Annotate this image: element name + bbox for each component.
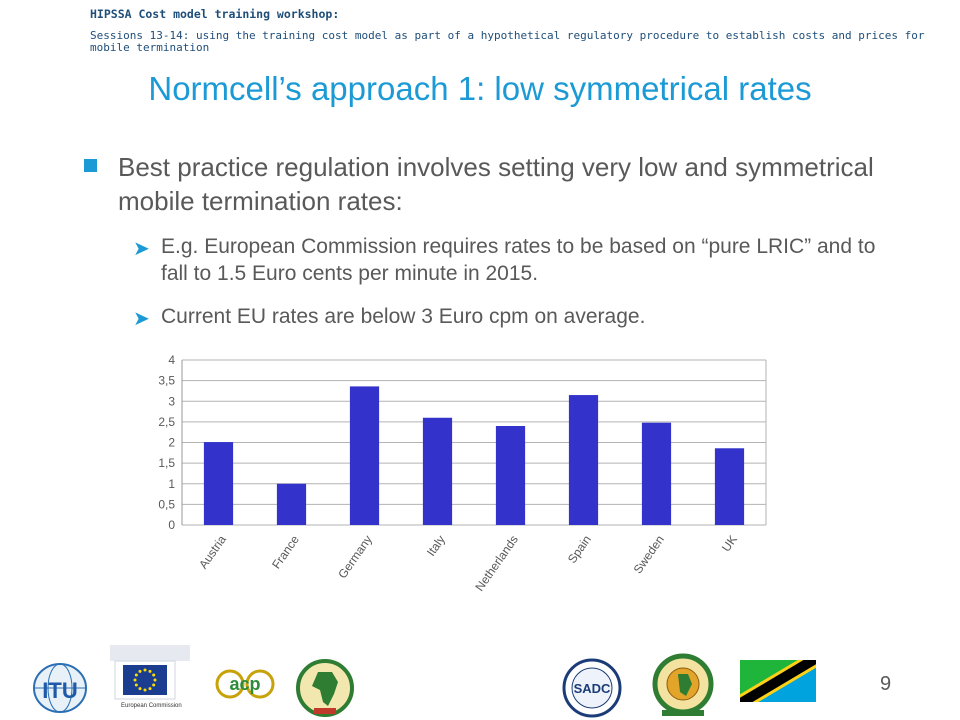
y-axis-ticks: 0 0,5 1 1,5 2 2,5 3 3,5 4	[158, 353, 183, 532]
chart-bars	[203, 386, 745, 525]
y-tick-label: 0	[168, 518, 175, 532]
y-tick-label: 3,5	[158, 374, 175, 388]
x-tick-label: Sweden	[631, 533, 667, 577]
eu-star	[133, 678, 137, 682]
eu-star	[148, 669, 152, 673]
itu-logo-text: ITU	[42, 678, 77, 703]
y-tick-label: 2	[168, 436, 175, 450]
itu-logo: ITU	[33, 663, 87, 713]
y-tick-label: 1	[168, 477, 175, 491]
x-tick-label: Austria	[196, 532, 229, 571]
y-tick-label: 4	[168, 353, 175, 367]
x-tick-label: Netherlands	[472, 533, 521, 594]
eu-star	[143, 688, 147, 692]
chart-gridlines	[182, 359, 767, 526]
bar-france	[276, 483, 307, 525]
eu-star	[152, 683, 156, 687]
bullet-sub-2-text: Current EU rates are below 3 Euro cpm on…	[161, 305, 646, 328]
bullet-sub-1-text: E.g. European Commission requires rates …	[161, 235, 876, 285]
european-commission-logo: European Commission	[110, 645, 190, 709]
eu-stars-icon	[133, 668, 157, 692]
bar-chart: 0 0,5 1 1,5 2 2,5 3 3,5 4 Austria France Germany It…	[158, 353, 767, 594]
sadc-logo-text: SADC	[574, 681, 611, 696]
header: HIPSSA Cost model training workshop: Ses…	[90, 7, 930, 54]
x-axis-labels: Austria France Germany Italy Netherlands Spai…	[196, 532, 740, 593]
east-african-community-logo	[652, 653, 714, 716]
header-title: HIPSSA Cost model training workshop:	[90, 7, 340, 21]
bar-sweden	[641, 422, 672, 525]
african-union-logo	[296, 659, 354, 717]
tanzania-flag	[740, 660, 816, 702]
eu-star	[134, 683, 138, 687]
arrow-bullet-icon: ➤	[133, 308, 150, 330]
x-tick-label: Germany	[335, 533, 375, 581]
bullet-sub-1: ➤ E.g. European Commission requires rate…	[133, 233, 893, 287]
eu-star	[138, 687, 142, 691]
eu-star	[153, 678, 157, 682]
slide-title: Normcell’s approach 1: low symmetrical r…	[148, 70, 812, 107]
bullet-sub-2: ➤ Current EU rates are below 3 Euro cpm …	[133, 303, 893, 330]
x-tick-label: Spain	[565, 533, 594, 566]
acp-logo: acp	[215, 669, 275, 699]
eu-star	[143, 668, 147, 672]
bar-germany	[349, 386, 380, 525]
eu-star	[152, 673, 156, 677]
eu-star	[138, 669, 142, 673]
eu-star	[134, 673, 138, 677]
square-bullet-icon	[84, 159, 97, 172]
x-tick-label: Italy	[424, 533, 448, 559]
eu-star	[148, 687, 152, 691]
arrow-bullet-icon: ➤	[133, 238, 150, 260]
bar-italy	[422, 417, 453, 525]
acp-logo-text: acp	[229, 674, 260, 694]
bar-austria	[203, 442, 234, 525]
page-number: 9	[880, 673, 892, 695]
x-tick-label: UK	[719, 533, 740, 555]
y-tick-label: 1,5	[158, 456, 175, 470]
sadc-logo: SADC	[562, 658, 622, 718]
eu-logo-text: European Commission	[121, 703, 182, 709]
header-subtitle: Sessions 13-14: using the training cost …	[90, 29, 925, 54]
y-tick-label: 3	[168, 394, 175, 408]
y-tick-label: 2,5	[158, 415, 175, 429]
y-tick-label: 0,5	[158, 497, 175, 511]
bar-netherlands	[495, 426, 526, 525]
bar-spain	[568, 395, 599, 525]
bar-uk	[714, 448, 745, 525]
bullet-main: Best practice regulation involves settin…	[84, 150, 874, 218]
x-tick-label: France	[269, 532, 302, 571]
bullet-main-text: Best practice regulation involves settin…	[118, 152, 874, 216]
